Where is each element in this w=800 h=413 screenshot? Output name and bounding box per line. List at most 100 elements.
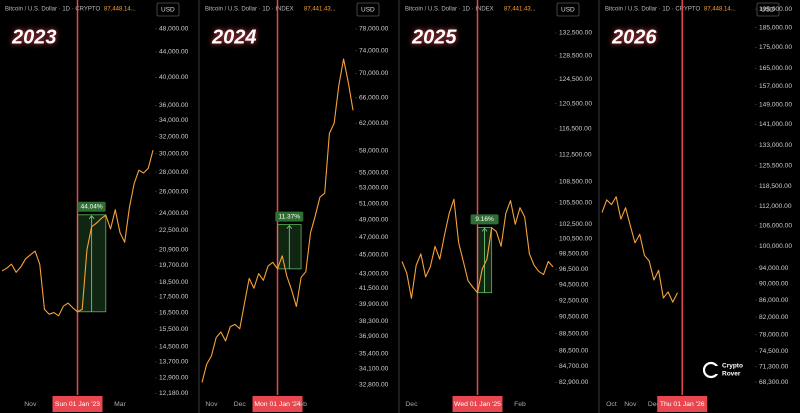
y-tick-label: 24,000.00	[159, 210, 189, 217]
y-tick-label: 116,500.00	[559, 126, 592, 133]
y-tick-label: 124,500.00	[559, 76, 592, 83]
y-tick-label: 70,000.00	[359, 70, 389, 77]
x-tick-label: Nov	[624, 401, 637, 408]
x-tick-label: Mar	[114, 401, 126, 408]
y-tick-label: 62,000.00	[359, 120, 389, 127]
y-tick-label: 112,500.00	[559, 152, 592, 159]
y-tick-label: 28,000.00	[159, 169, 189, 176]
y-tick-label: 45,000.00	[359, 252, 389, 259]
x-tick-label: Dec	[234, 401, 247, 408]
date-marker-label: Sun 01 Jan '23	[55, 401, 100, 408]
x-tick-label: Dec	[405, 401, 418, 408]
y-tick-label: 82,900.00	[559, 379, 589, 386]
measure-label-bg	[275, 211, 304, 222]
y-tick-label: 26,000.00	[159, 188, 189, 195]
price: 87,441.43...	[304, 7, 336, 13]
panel-divider	[398, 0, 400, 413]
y-tick-label: 48,000.00	[159, 26, 189, 33]
y-tick-label: 118,500.00	[759, 183, 792, 190]
y-tick-label: 43,000.00	[359, 270, 389, 277]
measure-label-bg	[77, 201, 106, 212]
y-tick-label: 165,000.00	[759, 65, 792, 72]
price: 87,441.43...	[504, 7, 536, 13]
chart-title: Bitcoin / U.S. Dollar · 1D · CRYPTO	[605, 7, 700, 13]
y-tick-label: 100,000.00	[759, 243, 792, 250]
y-tick-label: 88,500.00	[559, 330, 589, 337]
chart-title: Bitcoin / U.S. Dollar · 1D · INDEX	[205, 7, 294, 13]
y-tick-label: 14,500.00	[159, 344, 189, 351]
price-line	[201, 58, 354, 383]
y-tick-label: 105,500.00	[559, 199, 592, 206]
measure-label: 9.16%	[475, 216, 494, 223]
y-tick-label: 68,300.00	[759, 379, 789, 386]
chart-title: Bitcoin / U.S. Dollar · 1D · CRYPTO	[5, 7, 100, 13]
y-tick-label: 36,000.00	[159, 102, 189, 109]
y-tick-label: 44,000.00	[159, 49, 189, 56]
y-tick-label: 175,000.00	[759, 44, 792, 51]
y-tick-label: 20,900.00	[159, 247, 189, 254]
y-tick-label: 106,000.00	[759, 222, 792, 229]
date-marker-label-bg	[452, 396, 503, 412]
y-tick-label: 39,900.00	[359, 301, 389, 308]
y-tick-label: 90,000.00	[759, 281, 789, 288]
price-line	[601, 196, 678, 303]
price: 87,448.14...	[704, 7, 736, 13]
chart-panel: Bitcoin / U.S. Dollar · 1D · CRYPTO 87,44…	[1, 0, 189, 412]
year-annotation: 2023	[11, 26, 57, 48]
y-tick-label: 12,900.00	[159, 375, 189, 382]
date-marker-label: Thu 01 Jan '26	[660, 401, 705, 408]
y-tick-label: 82,000.00	[759, 314, 789, 321]
y-tick-label: 78,000.00	[759, 332, 789, 339]
y-tick-label: 40,000.00	[159, 74, 189, 81]
y-tick-label: 94,000.00	[759, 265, 789, 272]
date-marker-label: Mon 01 Jan '24	[254, 401, 300, 408]
y-tick-label: 32,000.00	[159, 133, 189, 140]
currency: USD	[361, 7, 375, 14]
panel-divider	[598, 0, 600, 413]
y-tick-label: 86,500.00	[559, 347, 589, 354]
y-tick-label: 98,500.00	[559, 251, 589, 258]
measure-arrowhead	[286, 225, 293, 229]
y-tick-label: 13,700.00	[159, 359, 189, 366]
y-tick-label: 74,500.00	[759, 348, 789, 355]
price: 87,448.14...	[104, 7, 136, 13]
x-tick-label: Dec	[648, 401, 661, 408]
y-tick-label: 58,000.00	[359, 147, 389, 154]
y-tick-label: 96,500.00	[559, 266, 589, 273]
y-tick-label: 38,300.00	[359, 318, 389, 325]
y-tick-label: 22,500.00	[159, 227, 189, 234]
y-tick-label: 141,000.00	[759, 121, 792, 128]
y-tick-label: 78,000.00	[359, 26, 389, 33]
watermark-text: Crypto	[722, 363, 743, 370]
measure-label: 44.04%	[81, 204, 103, 211]
y-tick-label: 90,500.00	[559, 314, 589, 321]
y-tick-label: 120,500.00	[559, 100, 592, 107]
measure-arrowhead	[481, 227, 488, 232]
date-marker-label-bg	[252, 396, 303, 412]
chart-title: Bitcoin / U.S. Dollar · 1D · INDEX	[405, 7, 494, 13]
currency: USD	[161, 7, 175, 14]
y-tick-label: 34,100.00	[359, 366, 389, 373]
currency: USD	[761, 7, 775, 14]
y-tick-label: 185,000.00	[759, 24, 792, 31]
chart-panel: Bitcoin / U.S. Dollar · 1D · CRYPTO 87,44…	[598, 0, 792, 413]
y-tick-label: 92,500.00	[559, 297, 589, 304]
y-tick-label: 112,000.00	[759, 203, 792, 210]
measure-label-bg	[470, 214, 499, 225]
y-tick-label: 18,500.00	[159, 279, 189, 286]
y-tick-label: 16,500.00	[159, 309, 189, 316]
y-tick-label: 132,500.00	[559, 30, 592, 37]
x-tick-label: Feb	[514, 401, 526, 408]
y-tick-label: 108,500.00	[559, 179, 592, 186]
currency-box	[756, 2, 780, 17]
y-tick-label: 19,700.00	[159, 262, 189, 269]
y-tick-label: 84,700.00	[559, 363, 589, 370]
measure-arrowhead	[88, 215, 95, 220]
y-tick-label: 102,500.00	[559, 221, 592, 228]
date-marker-label-bg	[657, 396, 708, 412]
currency-box	[556, 2, 580, 17]
watermark-logo-cut	[712, 366, 720, 374]
y-tick-label: 35,400.00	[359, 350, 389, 357]
y-tick-label: 32,800.00	[359, 382, 389, 389]
